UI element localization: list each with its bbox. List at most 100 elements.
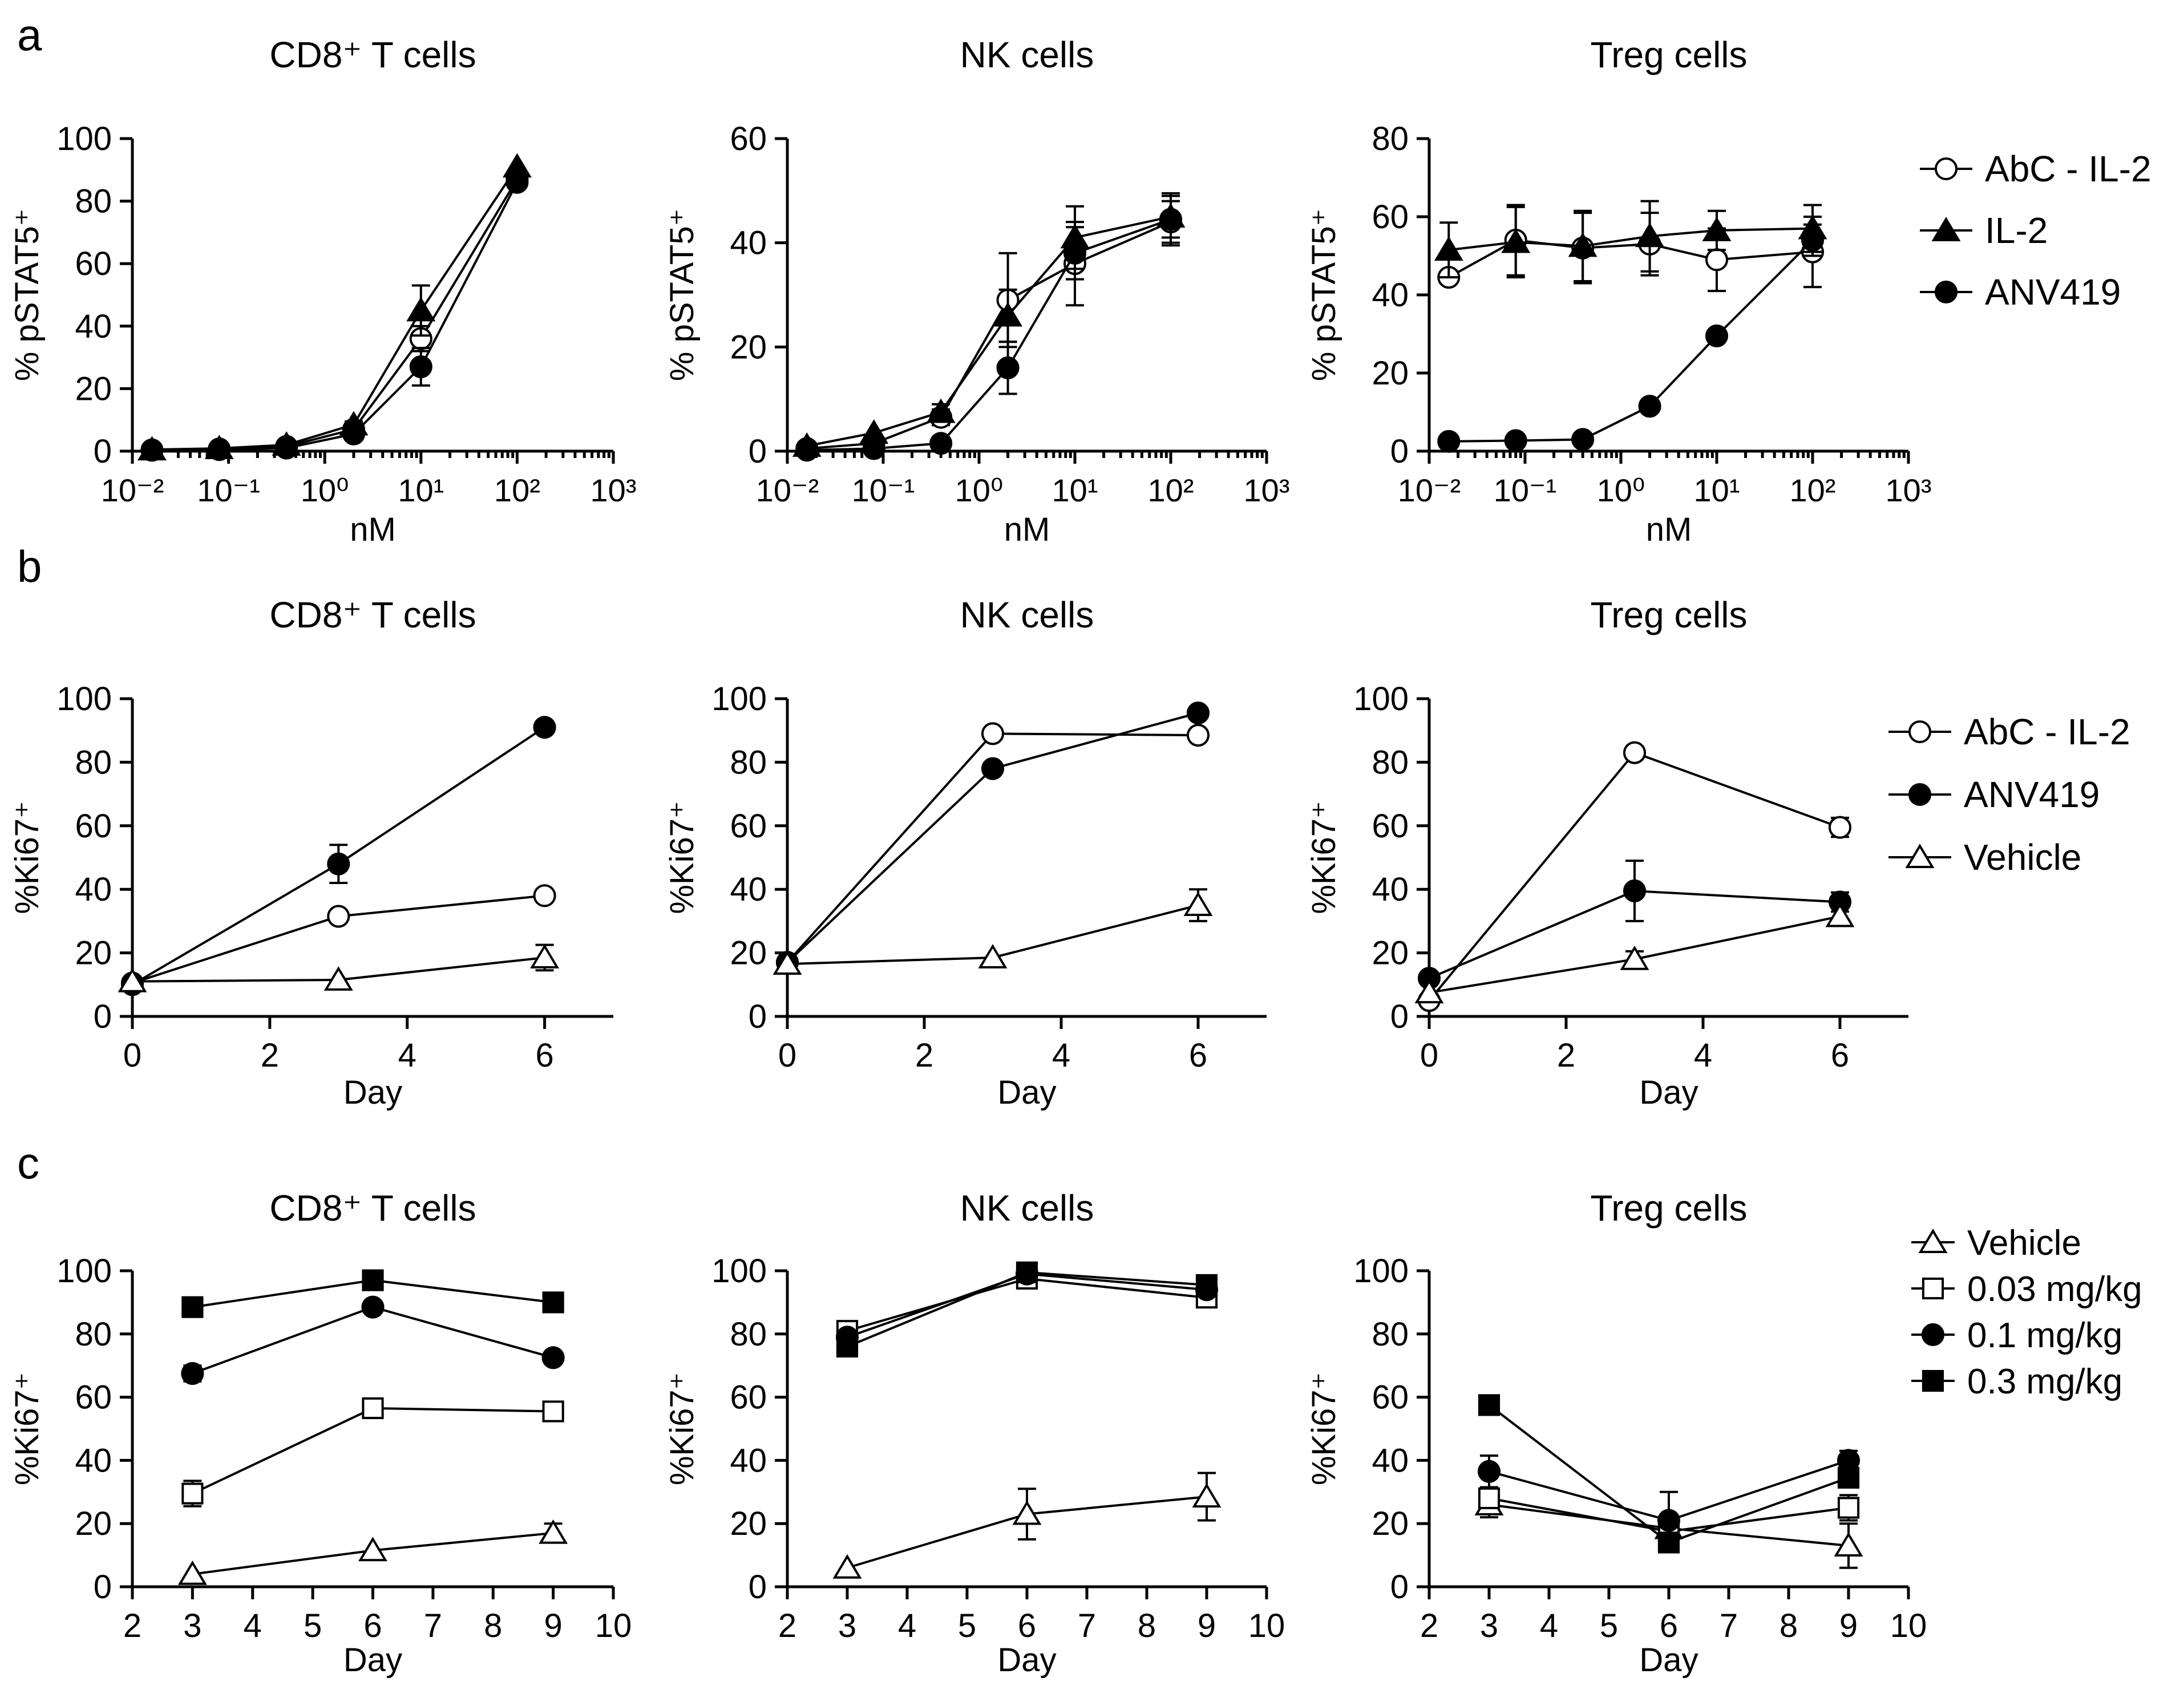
x-tick-label: 2 bbox=[1557, 1037, 1575, 1074]
x-tick-label: 6 bbox=[1189, 1037, 1207, 1074]
y-tick-label: 20 bbox=[1372, 935, 1409, 972]
legend-panel-c: Vehicle 0.03 mg/kg 0.1 mg/kg 0.3 mg/kg bbox=[1911, 1223, 2142, 1401]
y-tick-label: 60 bbox=[75, 245, 112, 282]
series-0-3-mg-kg bbox=[836, 1261, 1218, 1358]
legend-entry-0-3-mg-kg: 0.3 mg/kg bbox=[1911, 1362, 2122, 1401]
data-point bbox=[1186, 724, 1210, 747]
y-tick-label: 0 bbox=[749, 1569, 767, 1606]
x-tick-label: 7 bbox=[1720, 1607, 1738, 1644]
data-point bbox=[362, 1269, 384, 1291]
legend-label: IL-2 bbox=[1985, 210, 2048, 251]
series-anv419 bbox=[795, 192, 1183, 462]
x-tick-label: 6 bbox=[535, 1037, 553, 1074]
x-tick-label: 5 bbox=[304, 1607, 322, 1644]
series-anv419 bbox=[140, 171, 529, 462]
chart-c3: 0 20 40 60 80 100 2 3 4 5 6 7 8 9 10 Treg cells Day %Ki67… bbox=[1305, 1188, 1927, 1679]
y-tick-label: 100 bbox=[1353, 1253, 1409, 1290]
data-point bbox=[1195, 1274, 1218, 1296]
chart-title: Treg cells bbox=[1590, 1188, 1747, 1229]
y-tick-label: 40 bbox=[1372, 277, 1409, 314]
x-tick-label: 0 bbox=[778, 1037, 796, 1074]
y-tick-label: 100 bbox=[711, 680, 767, 718]
x-tick-label: 9 bbox=[1839, 1607, 1858, 1644]
x-axis-label: Day bbox=[997, 1642, 1056, 1679]
legend-label: AbC - IL-2 bbox=[1964, 711, 2130, 752]
legend-marker bbox=[1908, 720, 1932, 744]
y-axis-label: % pSTAT5⁺ bbox=[664, 209, 701, 381]
x-tick-label: 3 bbox=[838, 1607, 856, 1644]
legend-marker bbox=[1921, 1323, 1945, 1347]
chart-a2: 0 20 40 60 10⁻² 10⁻¹ 10⁰ 10¹ 10² 10³ NK cells nM % p… bbox=[664, 34, 1289, 548]
y-axis-label: %Ki67⁺ bbox=[1305, 1372, 1342, 1485]
data-point bbox=[929, 432, 953, 455]
data-point bbox=[1825, 902, 1855, 927]
x-tick-label: 10³ bbox=[1886, 472, 1932, 508]
x-axis-label: Day bbox=[1639, 1642, 1698, 1679]
data-point bbox=[862, 437, 885, 460]
x-axis-label: nM bbox=[350, 511, 396, 548]
data-point bbox=[358, 1537, 387, 1562]
y-tick-label: 40 bbox=[75, 1442, 112, 1479]
series-0-3-mg-kg bbox=[1478, 1394, 1860, 1554]
y-tick-label: 0 bbox=[1390, 1569, 1409, 1606]
y-tick-label: 40 bbox=[730, 871, 767, 908]
y-tick-label: 60 bbox=[1372, 198, 1409, 236]
x-tick-label: 4 bbox=[398, 1037, 416, 1074]
x-tick-label: 4 bbox=[1540, 1607, 1558, 1644]
chart-title: CD8⁺ T cells bbox=[269, 34, 476, 75]
y-tick-label: 80 bbox=[730, 1316, 767, 1353]
x-tick-label: 10⁻² bbox=[101, 472, 164, 508]
y-tick-label: 60 bbox=[1372, 1379, 1409, 1416]
data-point bbox=[996, 356, 1020, 379]
data-point bbox=[978, 944, 1008, 968]
x-tick-label: 10² bbox=[1790, 472, 1836, 508]
x-tick-label: 10¹ bbox=[1052, 472, 1098, 508]
series-line bbox=[1449, 227, 1813, 252]
data-point bbox=[1183, 891, 1213, 917]
x-tick-label: 2 bbox=[915, 1037, 933, 1074]
x-tick-label: 10⁰ bbox=[955, 472, 1004, 508]
data-point bbox=[1478, 1487, 1501, 1509]
chart-b3: 0 20 40 60 80 100 0 2 4 6 Treg cells Day %Ki67⁺ bbox=[1305, 594, 1908, 1111]
y-tick-label: 20 bbox=[730, 935, 767, 972]
data-point bbox=[1414, 979, 1444, 1004]
series-0-1-mg-kg bbox=[181, 1295, 565, 1385]
data-point bbox=[1504, 429, 1527, 452]
x-tick-label: 10 bbox=[1248, 1607, 1285, 1644]
data-point bbox=[1635, 222, 1665, 248]
series-line bbox=[152, 166, 519, 451]
x-tick-label: 4 bbox=[244, 1607, 262, 1644]
data-point bbox=[1159, 208, 1183, 231]
y-tick-label: 20 bbox=[1372, 355, 1409, 392]
legend-label: Vehicle bbox=[1964, 837, 2081, 878]
legend-panel-a: AbC - IL-2 IL-2 ANV419 bbox=[1920, 148, 2151, 313]
data-point bbox=[1192, 1483, 1222, 1508]
y-tick-label: 0 bbox=[94, 998, 112, 1035]
legend-label: AbC - IL-2 bbox=[1985, 148, 2151, 189]
series-abc-il-2 bbox=[140, 168, 529, 461]
data-point bbox=[541, 1346, 565, 1369]
data-point bbox=[1657, 1509, 1681, 1532]
x-tick-label: 10⁻² bbox=[1398, 472, 1461, 508]
legend-marker bbox=[1918, 1229, 1948, 1253]
data-point bbox=[926, 398, 956, 423]
data-point bbox=[362, 1397, 384, 1420]
y-tick-label: 80 bbox=[730, 744, 767, 781]
y-tick-label: 60 bbox=[75, 808, 112, 845]
data-point bbox=[1657, 1531, 1680, 1554]
data-point bbox=[1638, 395, 1661, 418]
data-point bbox=[981, 722, 1005, 745]
y-tick-label: 40 bbox=[1372, 871, 1409, 908]
data-point bbox=[1437, 429, 1461, 453]
series-abc-il-2 bbox=[795, 200, 1183, 460]
y-tick-label: 60 bbox=[1372, 808, 1409, 845]
series-anv419 bbox=[1437, 223, 1825, 453]
x-tick-label: 4 bbox=[1694, 1037, 1712, 1074]
x-tick-label: 4 bbox=[1052, 1037, 1070, 1074]
series-line bbox=[1448, 239, 1813, 278]
legend-label: 0.3 mg/kg bbox=[1967, 1362, 2122, 1401]
x-tick-label: 6 bbox=[363, 1607, 382, 1644]
x-tick-label: 10³ bbox=[1244, 472, 1290, 508]
data-point bbox=[981, 757, 1005, 780]
